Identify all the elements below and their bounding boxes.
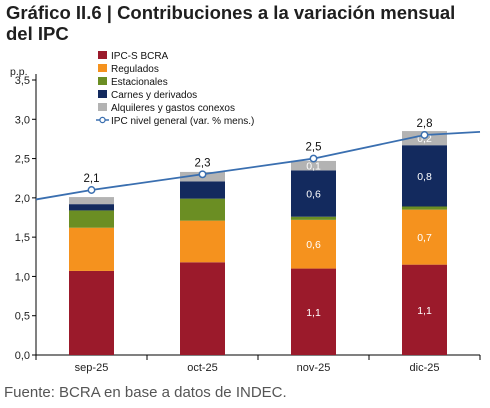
ipc-line-point — [87, 186, 96, 194]
ipc-line-value-label: 2,1 — [84, 173, 100, 185]
y-tick-label: 2,5 — [15, 154, 30, 166]
legend-swatch — [98, 77, 107, 85]
bar-segment — [291, 216, 336, 220]
legend: IPC-S BCRA Regulados Estacionales Carnes y … — [96, 51, 254, 127]
x-axis: sep-25 oct-25 nov-25 dic-25 — [35, 354, 481, 374]
bar-value-label: 0,1 — [306, 161, 321, 173]
bar-segment — [180, 181, 225, 199]
y-tick-label: 0,5 — [15, 311, 30, 323]
x-tick-label: oct-25 — [187, 362, 218, 374]
y-tick-label: 3,0 — [15, 114, 30, 126]
y-tick-label: 1,5 — [15, 232, 30, 244]
chart-title: Gráfico II.6 | Contribuciones a la varia… — [6, 2, 456, 44]
bar-stacks: 1,10,60,60,11,10,70,80,2 — [69, 131, 447, 355]
y-tick-label: 0,0 — [15, 350, 30, 362]
legend-swatch — [98, 90, 107, 98]
bar-segment — [180, 198, 225, 221]
x-tick-label: sep-25 — [75, 362, 109, 374]
ipc-line-value-label: 2,5 — [306, 142, 322, 154]
bar-value-label: 0,6 — [306, 239, 321, 251]
legend-label: Estacionales — [111, 77, 168, 88]
bar-segment — [69, 204, 114, 211]
bar-segment — [402, 145, 447, 207]
legend-label: Alquileres y gastos conexos — [111, 103, 235, 114]
legend-label: IPC-S BCRA — [111, 51, 169, 62]
bar-value-label: 1,1 — [417, 305, 432, 317]
bar-segment — [291, 170, 336, 217]
bar-value-label: 0,8 — [417, 171, 432, 183]
bar-value-label: 0,7 — [417, 232, 432, 244]
bar-segment — [291, 219, 336, 269]
bar-segment — [69, 227, 114, 271]
x-tick-label: nov-25 — [297, 362, 331, 374]
y-tick-label: 2,0 — [15, 193, 30, 205]
legend-label: Regulados — [111, 64, 159, 75]
ipc-line-value-label: 2,3 — [195, 157, 211, 169]
bar-segment — [69, 197, 114, 205]
legend-swatch — [98, 51, 107, 59]
legend-swatch — [98, 103, 107, 111]
legend-line-marker — [99, 116, 106, 124]
y-axis-unit-label: p.p. — [10, 66, 28, 78]
legend-swatch — [98, 64, 107, 72]
ipc-line-value-label: 2,8 — [417, 118, 433, 130]
bar-segment — [402, 209, 447, 265]
bar-segment — [69, 270, 114, 355]
x-tick-label: dic-25 — [410, 362, 440, 374]
y-tick-label: 1,0 — [15, 271, 30, 283]
bar-segment — [291, 160, 336, 171]
bar-value-label: 0,6 — [306, 189, 321, 201]
legend-label: IPC nivel general (var. % mens.) — [111, 116, 254, 127]
bar-segment — [180, 220, 225, 263]
bar-segment — [402, 206, 447, 210]
y-axis: 0,0 0,5 1,0 1,5 2,0 2,5 3,0 3,5 — [15, 74, 37, 362]
ipc-line-path — [35, 130, 481, 201]
ipc-line-point — [309, 154, 318, 163]
bar-segment — [291, 268, 336, 355]
bar-segment — [180, 262, 225, 355]
legend-label: Carnes y derivados — [111, 90, 197, 101]
ipc-line: 2,1 2,3 2,5 2,8 — [35, 118, 481, 201]
y-tick-label: 3,5 — [15, 75, 30, 87]
ipc-line-point — [198, 170, 207, 179]
bar-segment — [402, 264, 447, 355]
bar-segment — [69, 210, 114, 228]
bar-value-label: 1,1 — [306, 307, 321, 319]
ipc-line-point — [420, 131, 429, 139]
source-note: Fuente: BCRA en base a datos de INDEC. — [4, 384, 287, 401]
